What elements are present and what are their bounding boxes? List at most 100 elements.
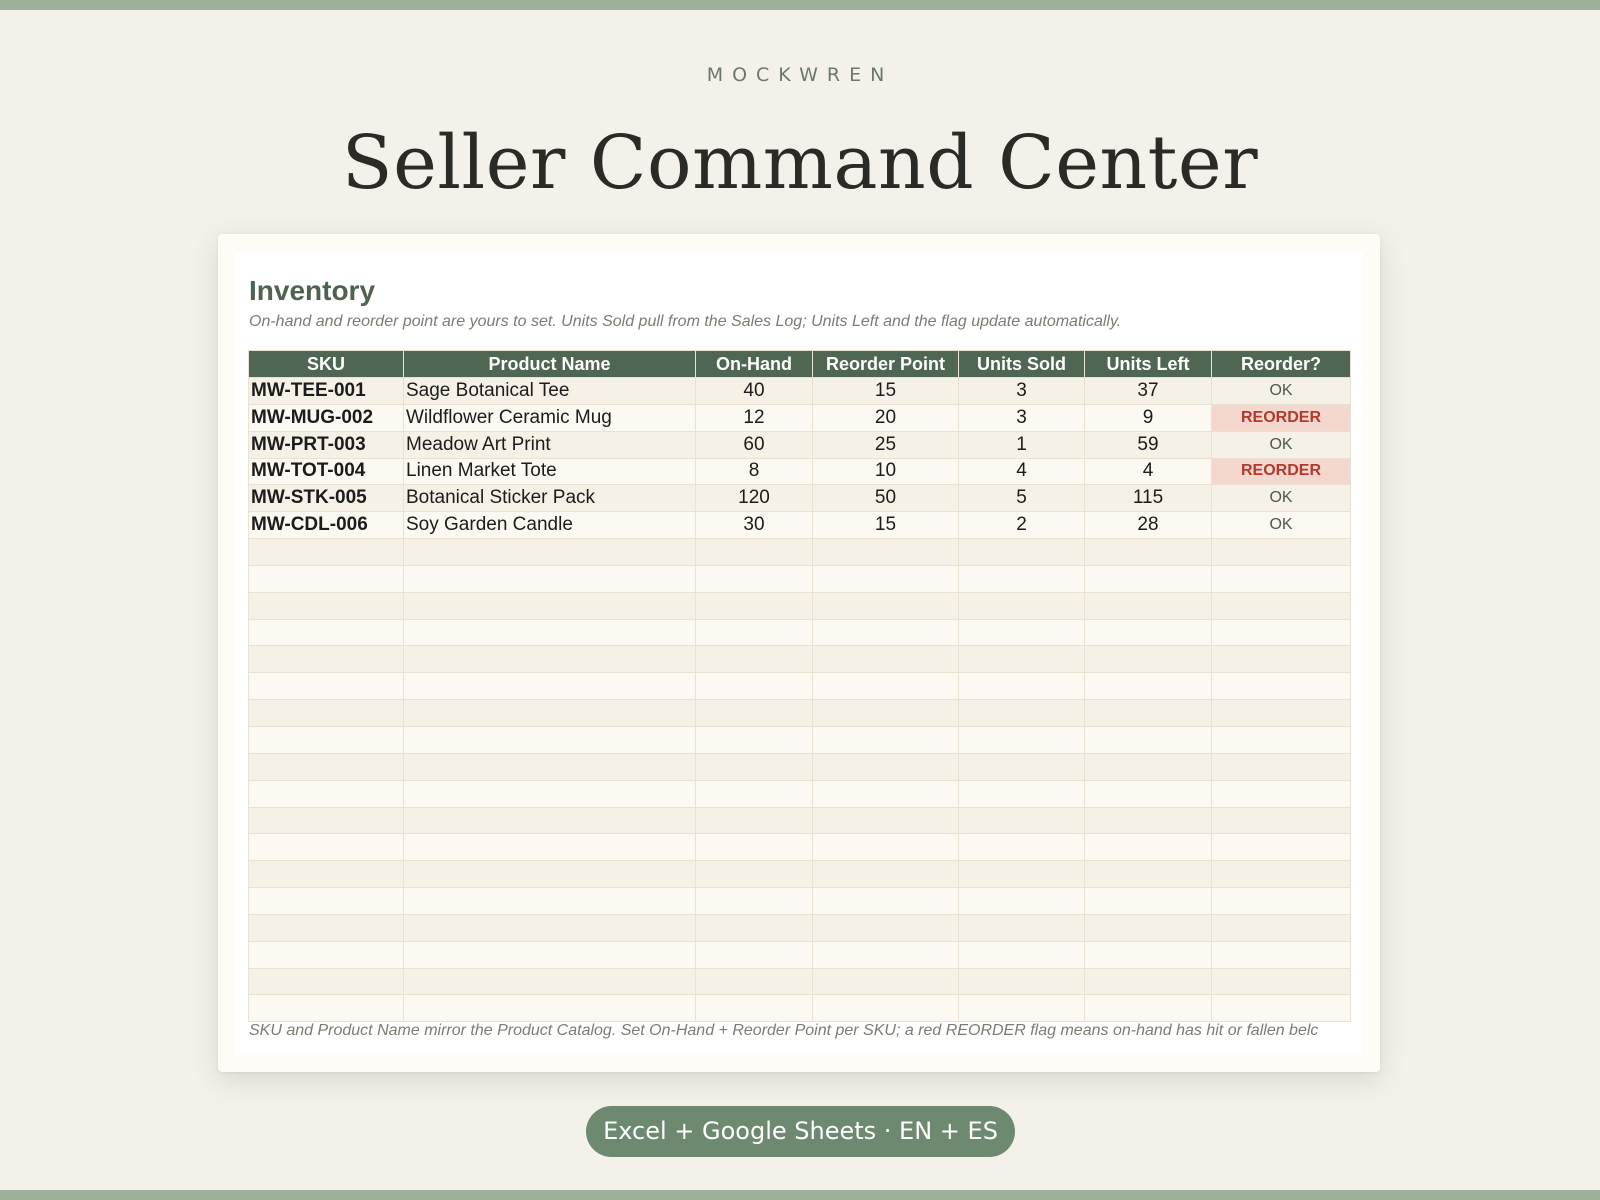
on-hand-cell[interactable]: 30 [695,511,813,540]
empty-cell[interactable] [958,833,1085,862]
empty-cell[interactable] [695,538,813,566]
reorder-flag-cell[interactable]: OK [1211,511,1351,540]
empty-cell[interactable] [1211,887,1351,915]
empty-cell[interactable] [248,618,404,647]
empty-cell[interactable] [248,564,404,593]
empty-cell[interactable] [248,913,404,942]
sku-cell[interactable]: MW-TEE-001 [248,377,404,405]
empty-cell[interactable] [1211,618,1351,647]
empty-cell[interactable] [1084,564,1212,593]
empty-cell[interactable] [248,994,404,1023]
empty-cell[interactable] [958,699,1085,727]
empty-cell[interactable] [1211,940,1351,969]
empty-cell[interactable] [958,967,1085,996]
empty-cell[interactable] [695,779,813,808]
empty-cell[interactable] [403,994,696,1023]
empty-cell[interactable] [248,967,404,996]
units-left-cell[interactable]: 37 [1084,377,1212,405]
empty-cell[interactable] [812,913,959,942]
empty-cell[interactable] [403,618,696,647]
empty-cell[interactable] [403,806,696,835]
empty-cell[interactable] [958,618,1085,647]
empty-cell[interactable] [812,967,959,996]
empty-cell[interactable] [812,833,959,862]
empty-cell[interactable] [1084,618,1212,647]
empty-cell[interactable] [403,591,696,620]
empty-cell[interactable] [403,779,696,808]
empty-cell[interactable] [958,672,1085,701]
column-header-reorder-flag[interactable]: Reorder? [1211,350,1351,378]
on-hand-cell[interactable]: 60 [695,430,813,459]
empty-cell[interactable] [1084,645,1212,674]
reorder-point-cell[interactable]: 15 [812,511,959,540]
reorder-point-cell[interactable]: 15 [812,377,959,405]
units-sold-cell[interactable]: 1 [958,430,1085,459]
empty-cell[interactable] [248,806,404,835]
sku-cell[interactable]: MW-CDL-006 [248,511,404,540]
empty-cell[interactable] [1084,806,1212,835]
empty-cell[interactable] [403,833,696,862]
empty-cell[interactable] [1211,672,1351,701]
empty-cell[interactable] [812,564,959,593]
empty-cell[interactable] [1084,994,1212,1023]
empty-cell[interactable] [812,618,959,647]
units-sold-cell[interactable]: 3 [958,377,1085,405]
units-left-cell[interactable]: 4 [1084,457,1212,486]
on-hand-cell[interactable]: 120 [695,484,813,513]
empty-cell[interactable] [248,779,404,808]
empty-cell[interactable] [812,645,959,674]
empty-cell[interactable] [1211,833,1351,862]
empty-cell[interactable] [958,752,1085,781]
sku-cell[interactable]: MW-MUG-002 [248,403,404,432]
empty-cell[interactable] [1211,806,1351,835]
product-name-cell[interactable]: Botanical Sticker Pack [403,484,696,513]
empty-cell[interactable] [1084,725,1212,754]
units-sold-cell[interactable]: 5 [958,484,1085,513]
empty-cell[interactable] [1211,699,1351,727]
empty-cell[interactable] [403,913,696,942]
empty-cell[interactable] [403,940,696,969]
product-name-cell[interactable]: Meadow Art Print [403,430,696,459]
units-sold-cell[interactable]: 2 [958,511,1085,540]
empty-cell[interactable] [403,860,696,889]
empty-cell[interactable] [1211,860,1351,889]
units-sold-cell[interactable]: 4 [958,457,1085,486]
empty-cell[interactable] [958,994,1085,1023]
empty-cell[interactable] [812,940,959,969]
empty-cell[interactable] [958,538,1085,566]
on-hand-cell[interactable]: 12 [695,403,813,432]
on-hand-cell[interactable]: 8 [695,457,813,486]
empty-cell[interactable] [695,806,813,835]
empty-cell[interactable] [695,752,813,781]
empty-cell[interactable] [958,564,1085,593]
empty-cell[interactable] [695,699,813,727]
empty-cell[interactable] [1211,564,1351,593]
empty-cell[interactable] [248,860,404,889]
empty-cell[interactable] [403,967,696,996]
sku-cell[interactable]: MW-PRT-003 [248,430,404,459]
empty-cell[interactable] [1084,833,1212,862]
empty-cell[interactable] [403,672,696,701]
empty-cell[interactable] [248,699,404,727]
empty-cell[interactable] [1211,645,1351,674]
units-left-cell[interactable]: 9 [1084,403,1212,432]
empty-cell[interactable] [695,564,813,593]
empty-cell[interactable] [1211,913,1351,942]
empty-cell[interactable] [812,860,959,889]
empty-cell[interactable] [1084,591,1212,620]
empty-cell[interactable] [248,752,404,781]
empty-cell[interactable] [812,699,959,727]
units-sold-cell[interactable]: 3 [958,403,1085,432]
units-left-cell[interactable]: 28 [1084,511,1212,540]
empty-cell[interactable] [1084,779,1212,808]
empty-cell[interactable] [1211,994,1351,1023]
empty-cell[interactable] [812,994,959,1023]
empty-cell[interactable] [958,645,1085,674]
empty-cell[interactable] [812,806,959,835]
empty-cell[interactable] [695,725,813,754]
empty-cell[interactable] [695,913,813,942]
empty-cell[interactable] [1211,752,1351,781]
empty-cell[interactable] [1211,779,1351,808]
empty-cell[interactable] [1211,967,1351,996]
column-header-on-hand[interactable]: On-Hand [695,350,813,378]
